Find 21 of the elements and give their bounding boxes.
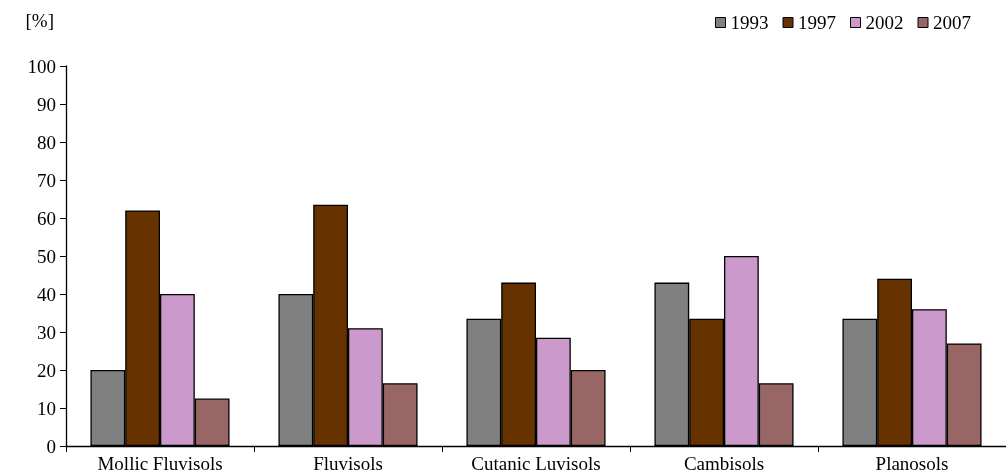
y-tick-label: 40: [37, 283, 56, 305]
y-axis-title: [%]: [25, 10, 54, 31]
y-tick-label: 30: [37, 321, 56, 343]
y-tick-label: 0: [46, 435, 56, 457]
legend-label: 1997: [798, 12, 836, 33]
y-tick-label: 100: [27, 55, 56, 77]
y-tick-label: 10: [37, 397, 56, 419]
y-tick-label: 70: [37, 169, 56, 191]
y-tick-label: 50: [37, 245, 56, 267]
x-tick-label: Cambisols: [683, 453, 765, 474]
y-tick-label: 90: [37, 93, 56, 115]
x-tick-label: Cutanic Luvisols: [471, 453, 601, 474]
legend-label: 2002: [865, 12, 904, 33]
x-tick-label: Fluvisols: [313, 453, 383, 474]
legend-label: 2007: [933, 12, 971, 33]
y-tick-label: 60: [37, 207, 56, 229]
legend-label: 1993: [730, 12, 769, 33]
y-tick-label: 80: [37, 131, 56, 153]
x-tick-label: Mollic Fluvisols: [97, 453, 223, 474]
x-tick-label: Planosols: [875, 453, 949, 474]
y-tick-label: 20: [37, 359, 56, 381]
